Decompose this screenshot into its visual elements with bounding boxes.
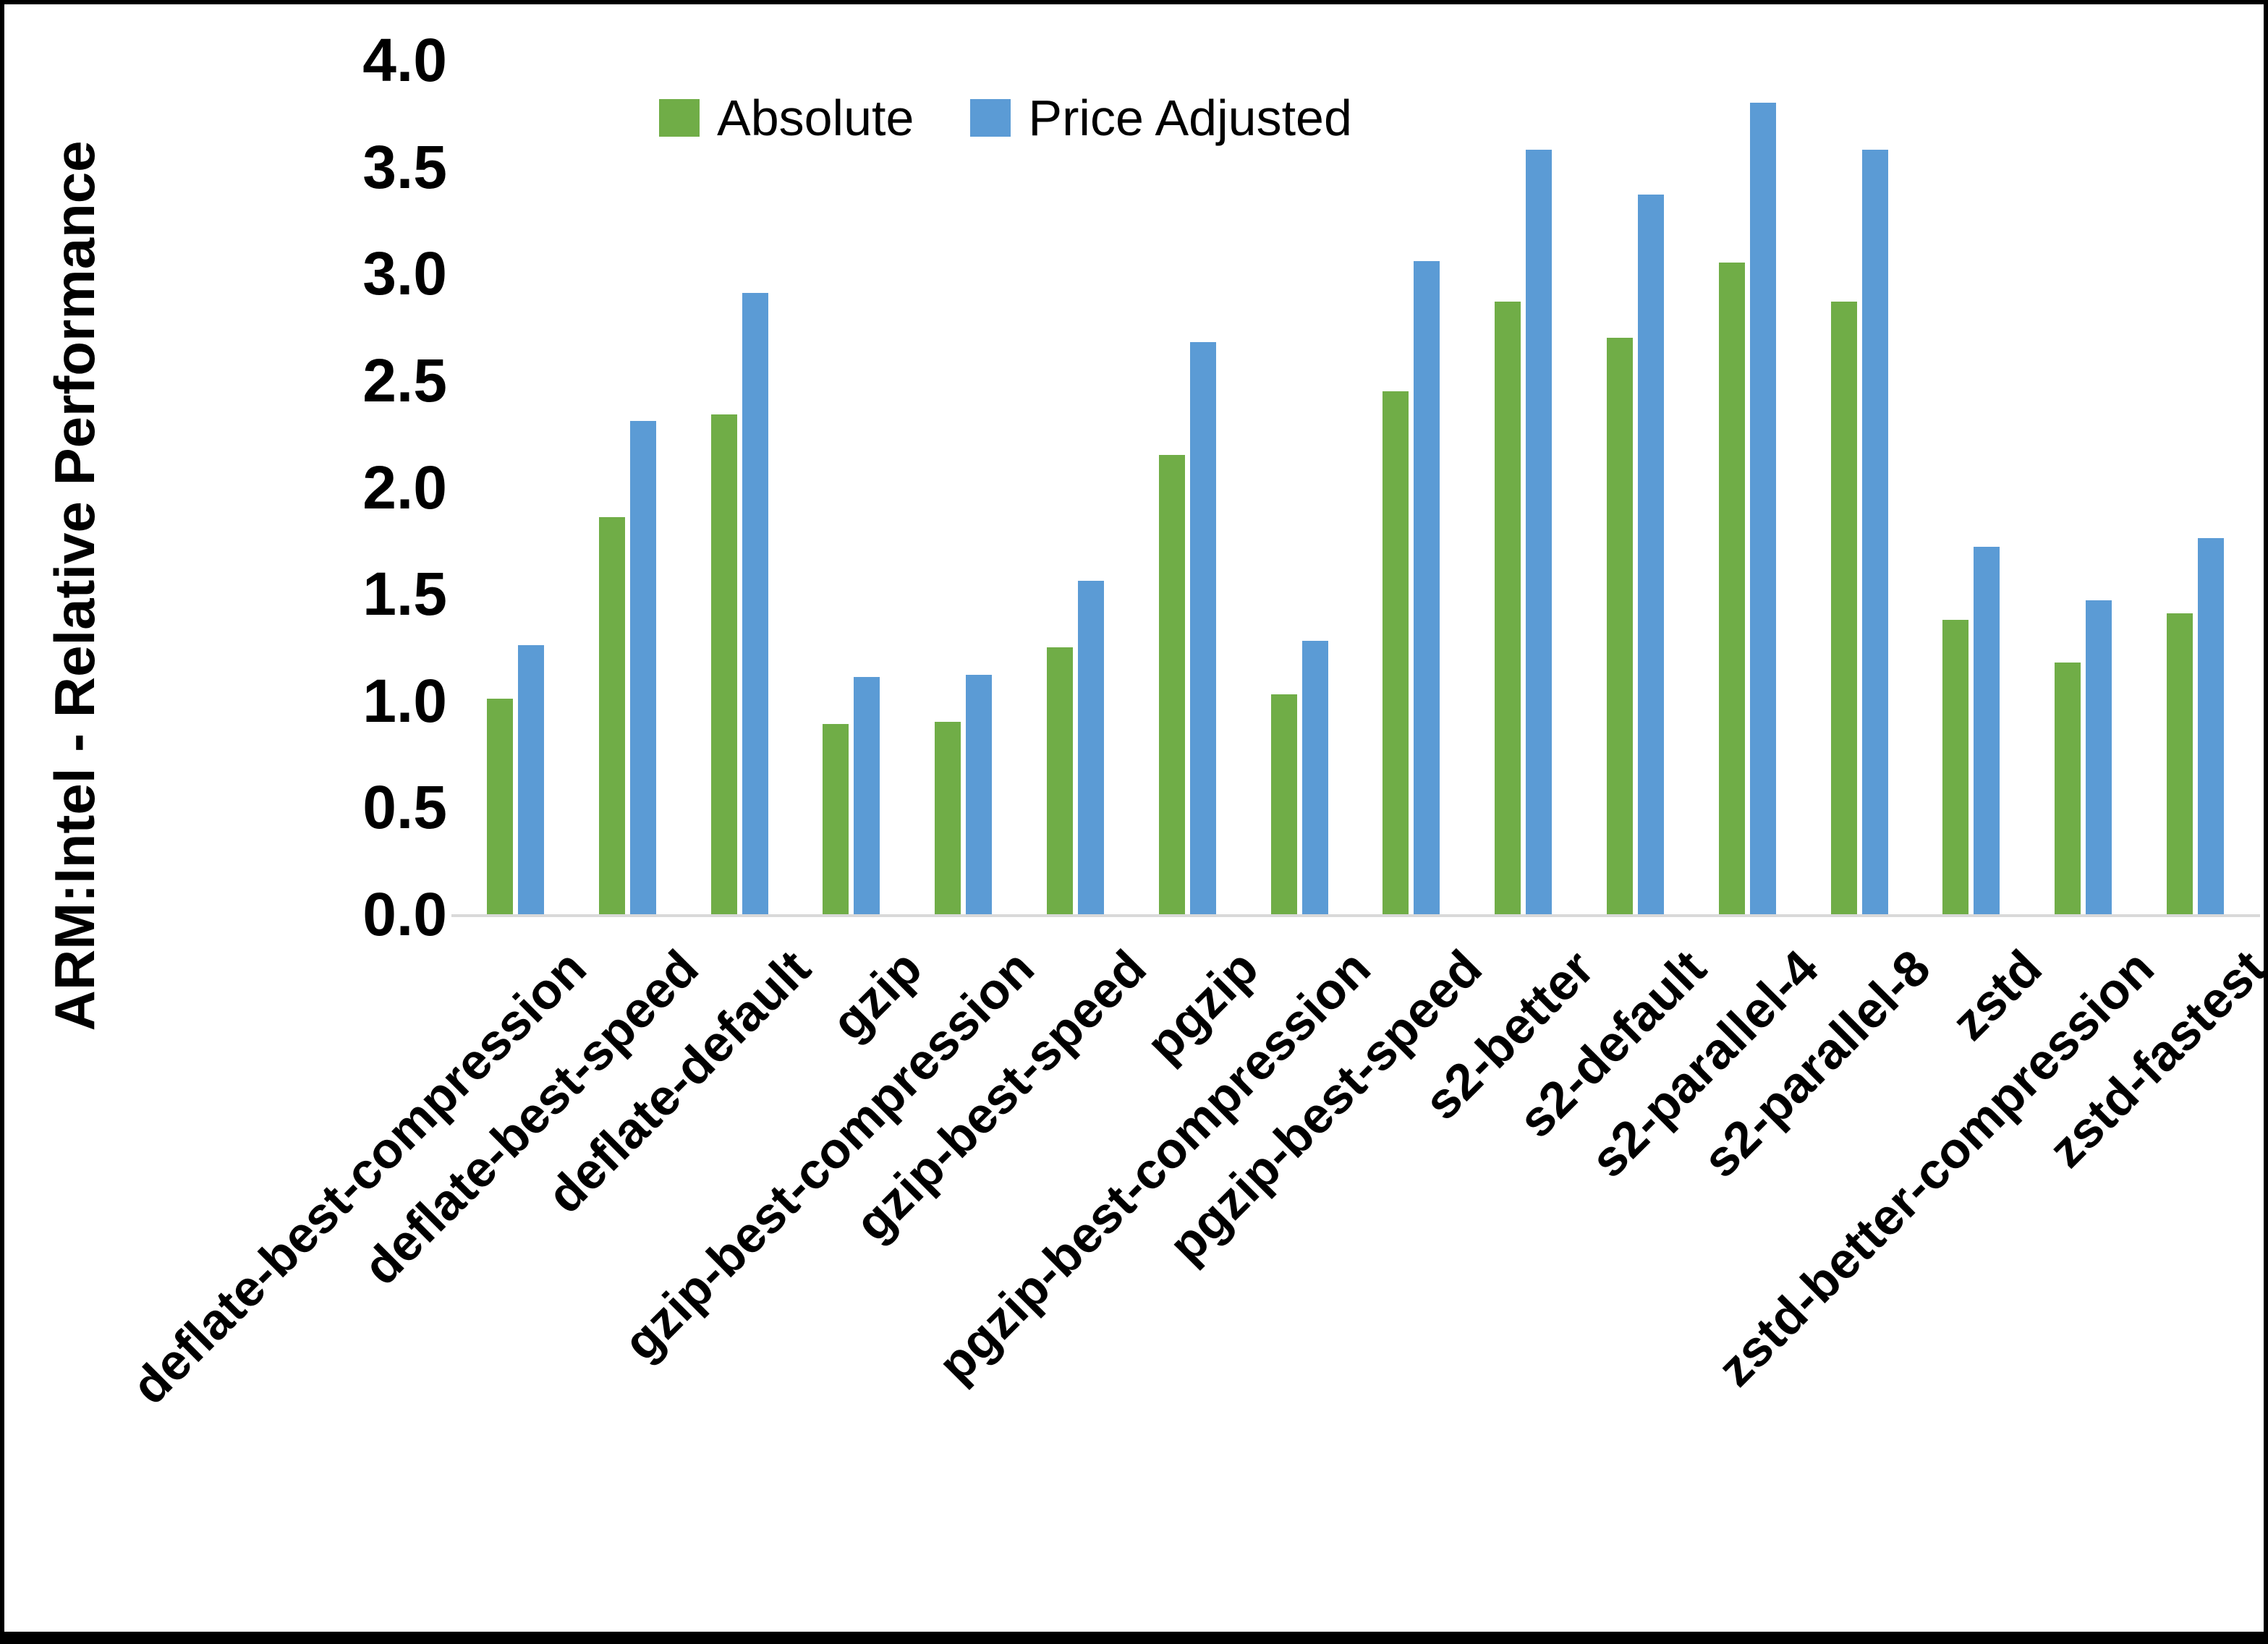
bar-price-adjusted-gzip bbox=[854, 677, 880, 914]
bar-absolute-zstd bbox=[1942, 620, 1968, 914]
legend-item-absolute: Absolute bbox=[659, 93, 914, 143]
bar-price-adjusted-zstd-better-compression bbox=[2086, 600, 2112, 914]
legend-swatch-absolute bbox=[659, 99, 700, 137]
y-tick-label-1.5: 1.5 bbox=[362, 560, 447, 629]
bar-absolute-pgzip-best-compression bbox=[1271, 694, 1297, 914]
bar-price-adjusted-gzip-best-speed bbox=[1078, 581, 1104, 914]
y-axis-title: ARM:Intel - Relative Performance bbox=[43, 140, 106, 1031]
bar-absolute-zstd-fastest bbox=[2167, 613, 2193, 914]
bar-absolute-gzip-best-speed bbox=[1047, 647, 1073, 914]
bar-absolute-s2-parallel-4 bbox=[1719, 263, 1745, 914]
y-tick-label-3.5: 3.5 bbox=[362, 132, 447, 201]
legend-label-absolute: Absolute bbox=[717, 90, 914, 146]
y-tick-label-3.0: 3.0 bbox=[362, 239, 447, 308]
bar-absolute-gzip-best-compression bbox=[935, 722, 961, 914]
x-axis-line bbox=[451, 914, 2260, 917]
bar-price-adjusted-pgzip bbox=[1190, 342, 1216, 914]
bar-absolute-s2-parallel-8 bbox=[1831, 302, 1857, 914]
bar-absolute-gzip bbox=[823, 724, 849, 914]
legend-item-price-adjusted: Price Adjusted bbox=[970, 90, 1352, 146]
y-tick-label-2.0: 2.0 bbox=[362, 453, 447, 521]
bar-absolute-pgzip-best-speed bbox=[1383, 391, 1409, 914]
bar-price-adjusted-deflate-best-speed bbox=[630, 421, 656, 914]
bar-price-adjusted-zstd bbox=[1974, 547, 2000, 914]
y-tick-label-0.5: 0.5 bbox=[362, 773, 447, 842]
bar-price-adjusted-s2-default bbox=[1638, 195, 1664, 914]
bar-absolute-pgzip bbox=[1159, 455, 1185, 914]
bar-price-adjusted-deflate-best-compression bbox=[518, 645, 544, 914]
bar-absolute-deflate-best-compression bbox=[487, 699, 513, 914]
bar-price-adjusted-zstd-fastest bbox=[2198, 538, 2224, 914]
bar-price-adjusted-pgzip-best-speed bbox=[1414, 261, 1440, 914]
legend: Absolute Price Adjusted bbox=[659, 93, 1409, 143]
bar-absolute-s2-better bbox=[1495, 302, 1521, 914]
legend-label-price-adjusted: Price Adjusted bbox=[1028, 90, 1352, 146]
bar-absolute-zstd-better-compression bbox=[2055, 663, 2081, 914]
bar-price-adjusted-s2-parallel-4 bbox=[1750, 103, 1776, 914]
legend-swatch-price-adjusted bbox=[970, 99, 1011, 137]
bar-absolute-deflate-best-speed bbox=[599, 517, 625, 914]
y-tick-label-2.5: 2.5 bbox=[362, 346, 447, 414]
bar-price-adjusted-s2-better bbox=[1526, 150, 1552, 914]
bar-price-adjusted-s2-parallel-8 bbox=[1862, 150, 1888, 914]
bar-price-adjusted-deflate-default bbox=[742, 293, 768, 914]
bar-absolute-deflate-default bbox=[711, 414, 737, 914]
bar-price-adjusted-gzip-best-compression bbox=[966, 675, 992, 914]
bar-absolute-s2-default bbox=[1607, 338, 1633, 914]
bar-price-adjusted-pgzip-best-compression bbox=[1302, 641, 1328, 914]
y-tick-label-4.0: 4.0 bbox=[362, 26, 447, 94]
y-tick-label-1.0: 1.0 bbox=[362, 666, 447, 735]
y-tick-label-0.0: 0.0 bbox=[362, 880, 447, 948]
